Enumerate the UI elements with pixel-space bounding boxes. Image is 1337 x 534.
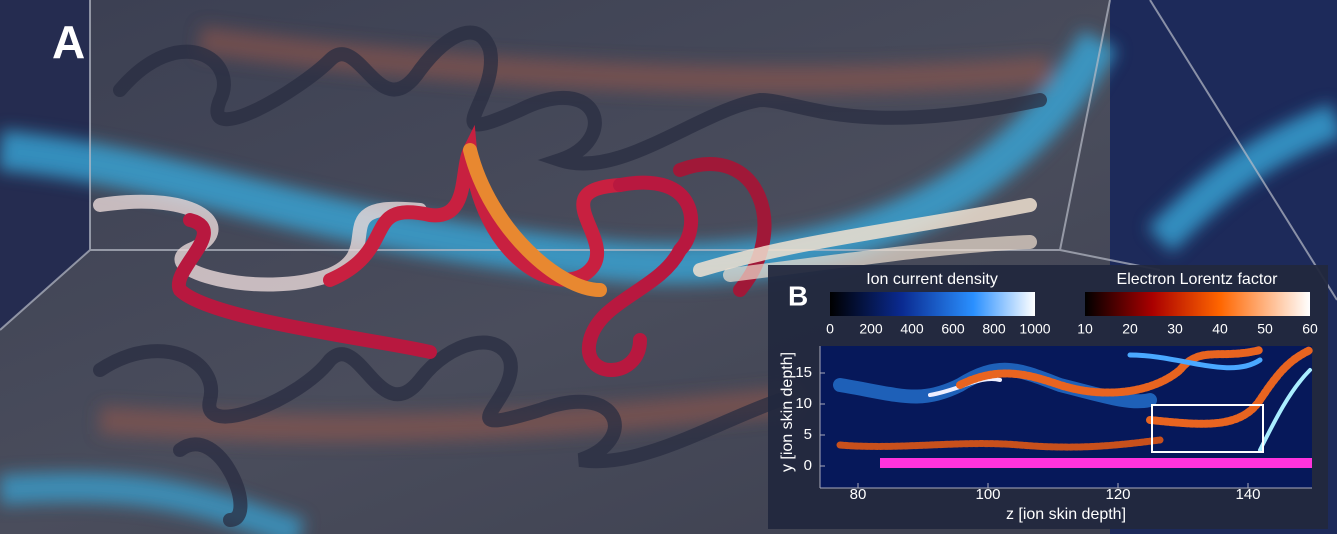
x-tick-label: 120: [1105, 486, 1130, 503]
colorbar-tick-label: 40: [1212, 321, 1228, 337]
highlight-strip: [880, 458, 1312, 468]
y-tick-label: 5: [804, 426, 812, 443]
page: A B Ion current density Electron Lorentz…: [0, 0, 1337, 534]
colorbar-tick-label: 0: [826, 321, 834, 337]
y-tick-label: 0: [804, 457, 812, 474]
x-tick-label: 100: [975, 486, 1000, 503]
y-tick-label: 10: [795, 395, 812, 412]
colorbar-tick-label: 60: [1302, 321, 1318, 337]
x-tick-label: 80: [850, 486, 867, 503]
figure: A B Ion current density Electron Lorentz…: [0, 0, 1337, 534]
panel-label: A: [52, 16, 85, 68]
panel-label: B: [788, 280, 808, 311]
colorbar-tick-label: 800: [982, 321, 1006, 337]
colorbar-tick-label: 400: [900, 321, 924, 337]
colorbar-tick-label: 200: [859, 321, 883, 337]
colorbar-tick-label: 10: [1077, 321, 1093, 337]
colorbar-tick-label: 20: [1122, 321, 1138, 337]
colorbar-tick-label: 30: [1167, 321, 1183, 337]
colorbar-tick-label: 1000: [1019, 321, 1050, 337]
colorbar-title: Ion current density: [866, 271, 998, 288]
y-tick-label: 15: [795, 364, 812, 381]
colorbar-tick-label: 600: [941, 321, 965, 337]
colorbar-tick-label: 50: [1257, 321, 1273, 337]
y-axis-label: y [ion skin depth]: [779, 352, 796, 472]
colorbar: [1085, 292, 1310, 316]
x-axis-label: z [ion skin depth]: [1006, 506, 1126, 523]
colorbar: [830, 292, 1035, 316]
x-tick-label: 140: [1235, 486, 1260, 503]
colorbar-title: Electron Lorentz factor: [1117, 271, 1279, 288]
